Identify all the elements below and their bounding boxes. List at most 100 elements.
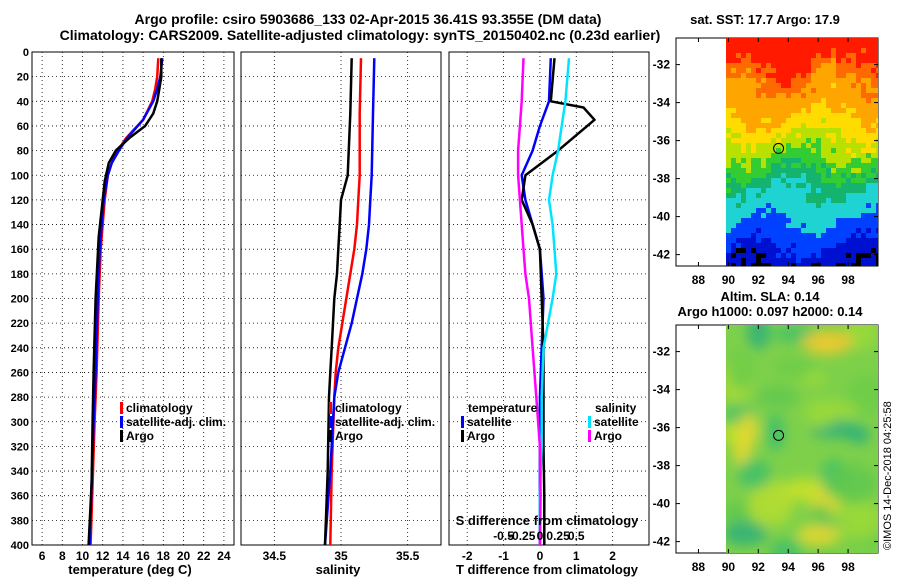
sst-cell [806,98,812,104]
sst-cell [821,93,827,99]
sst-cell [826,223,832,229]
sst-cell [806,208,812,214]
sst-cell [726,63,732,69]
sst-cell [856,68,862,74]
sst-cell [826,263,832,266]
sst-cell [841,143,847,149]
sst-cell [836,48,842,54]
sst-cell [761,88,767,94]
sst-cell [811,168,817,174]
sst-cell [751,193,757,199]
sst-cell [796,153,802,159]
sst-cell [776,208,782,214]
sst-cell [776,248,782,254]
sst-cell [836,218,842,224]
sst-cell [826,83,832,89]
sst-cell [851,133,857,139]
sst-cell [756,153,762,159]
sst-cell [871,98,877,104]
sst-cell [756,113,762,119]
sst-cell [861,78,867,84]
sst-cell [811,238,817,244]
sst-cell [841,108,847,114]
sst-cell [876,243,878,249]
sst-cell [826,38,832,44]
sst-cell [846,178,852,184]
map-y-tick-label: -42 [653,248,671,262]
sst-cell [796,93,802,99]
sst-cell [786,193,792,199]
sst-cell [816,48,822,54]
sst-cell [776,243,782,249]
legend-swatch [461,416,464,428]
sst-cell [761,183,767,189]
sst-cell [746,163,752,169]
sst-cell [741,223,747,229]
sst-cell [741,138,747,144]
sst-cell [731,198,737,204]
sst-cell [836,118,842,124]
sst-cell [796,43,802,49]
sst-cell [856,198,862,204]
sst-cell [871,143,877,149]
sst-cell [861,48,867,54]
sst-cell [801,43,807,49]
sst-cell [806,158,812,164]
sst-cell [836,208,842,214]
sst-cell [776,203,782,209]
sst-cell [726,138,732,144]
sst-cell [851,38,857,44]
sst-cell [741,38,747,44]
sst-cell [731,68,737,74]
sst-cell [776,138,782,144]
sst-cell [766,193,772,199]
sst-cell [736,43,742,49]
sst-cell [821,188,827,194]
sst-cell [746,143,752,149]
sst-cell [821,228,827,234]
sst-cell [861,43,867,49]
sst-cell [836,168,842,174]
depth-tick-label: 20 [17,72,29,84]
sst-cell [726,68,732,74]
sst-cell [786,98,792,104]
sst-cell [781,188,787,194]
sst-cell [736,188,742,194]
sst-cell [816,258,822,264]
sst-cell [746,208,752,214]
sst-cell [811,198,817,204]
sst-cell [791,38,797,44]
sst-cell [756,88,762,94]
sst-cell [861,73,867,79]
sst-cell [826,103,832,109]
sst-cell [806,133,812,139]
sst-cell [851,53,857,59]
sst-cell [781,168,787,174]
sst-cell [836,248,842,254]
sst-cell [871,208,877,214]
sst-cell [811,243,817,249]
s-diff-tick-label: -0.25 [508,529,536,543]
sst-cell [736,88,742,94]
sst-cell [821,198,827,204]
sst-cell [826,218,832,224]
sst-cell [871,173,877,179]
sst-cell [781,68,787,74]
sst-cell [786,123,792,129]
sst-cell [796,78,802,84]
sst-cell [746,113,752,119]
sst-cell [741,108,747,114]
sst-cell [871,43,877,49]
sla-profile-marker [773,429,785,441]
sst-cell [751,83,757,89]
depth-tick-label: 120 [11,195,29,207]
sst-cell [751,258,757,264]
sst-cell [796,158,802,164]
sst-cell [811,213,817,219]
sst-cell [736,73,742,79]
sst-cell [816,223,822,229]
sst-cell [806,163,812,169]
sst-cell [836,38,842,44]
sst-cell [736,243,742,249]
